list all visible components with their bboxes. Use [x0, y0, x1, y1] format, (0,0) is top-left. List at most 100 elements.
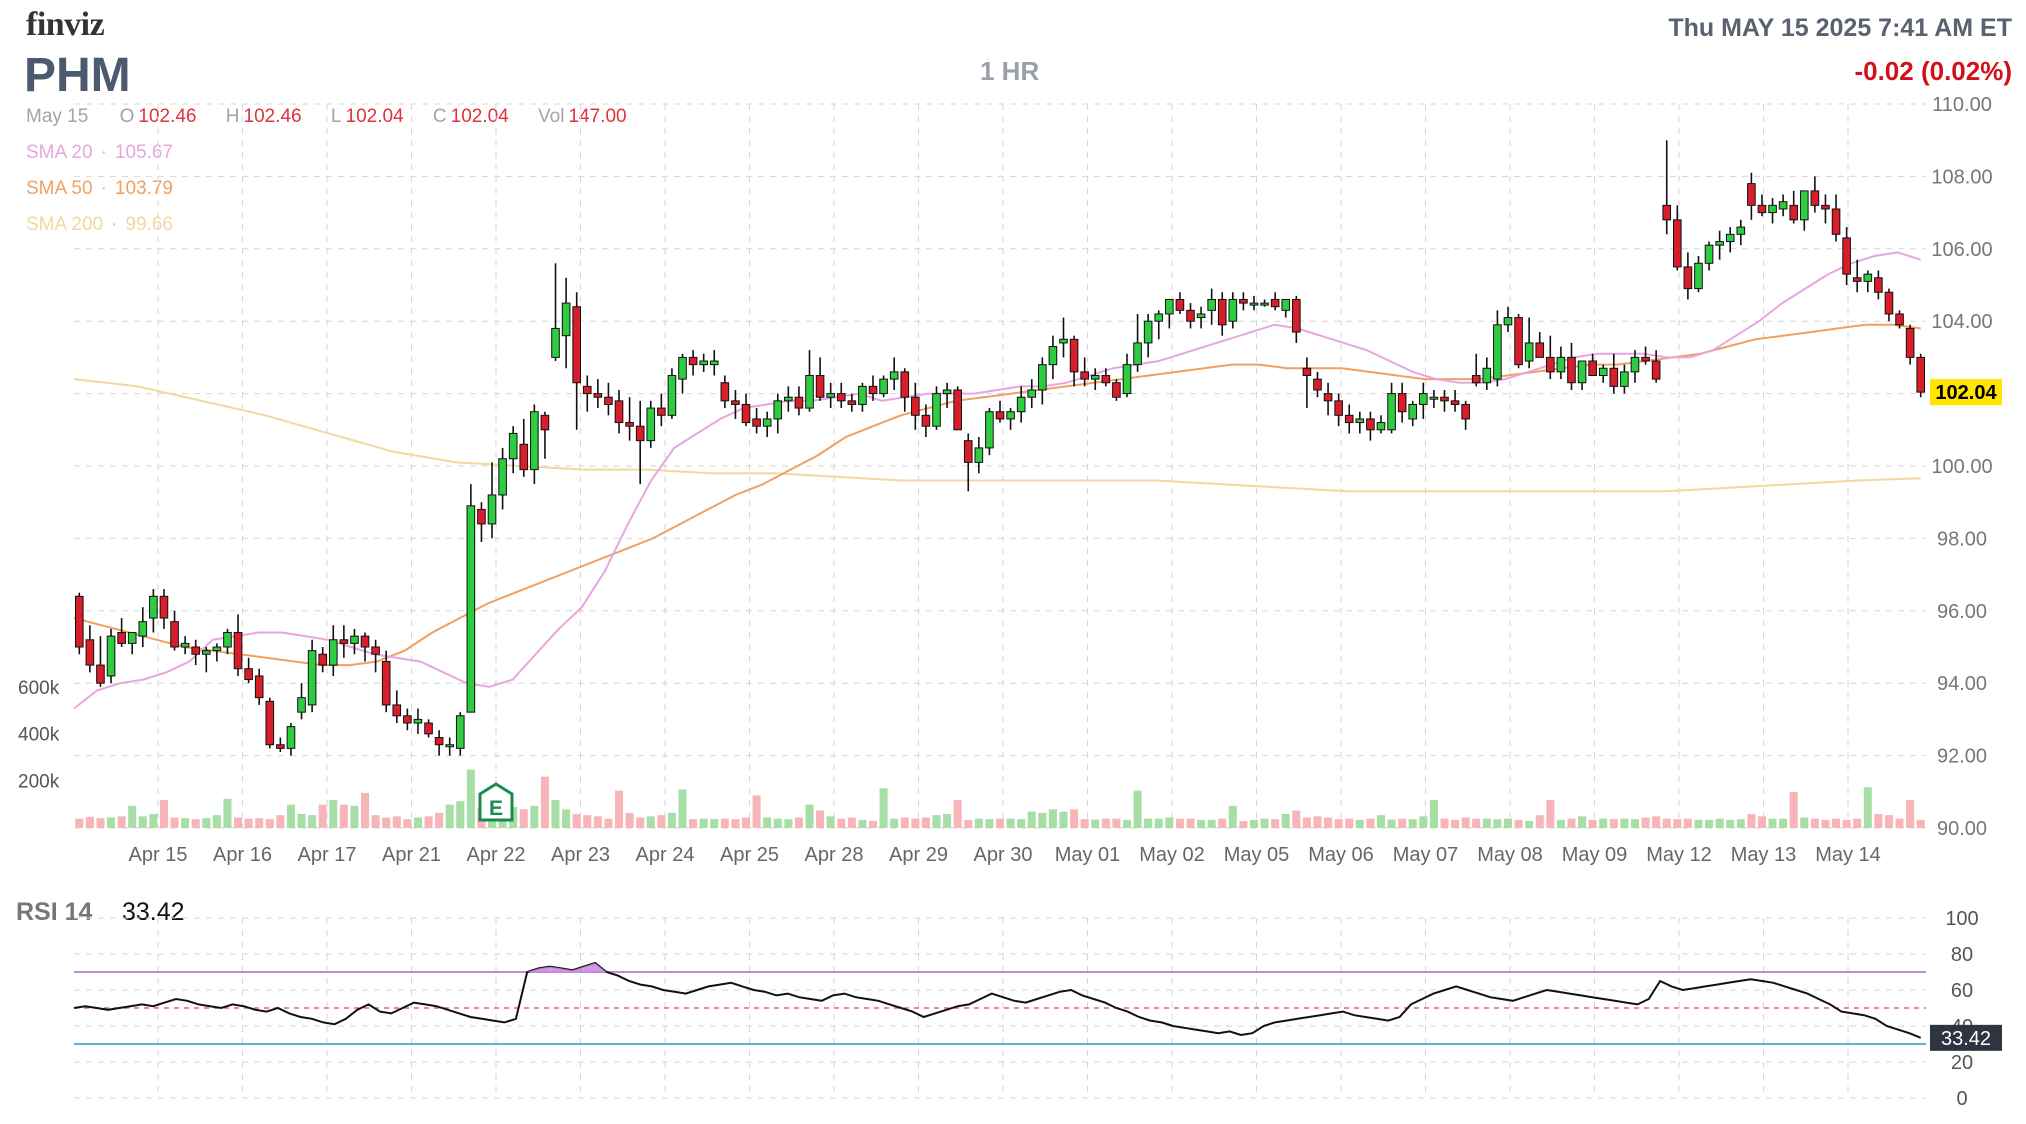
volume-bar — [1779, 818, 1788, 828]
rsi-overbought-fill — [561, 968, 573, 972]
date-tick-label: Apr 23 — [551, 844, 610, 866]
volume-bar — [1567, 818, 1576, 828]
volume-bar — [625, 812, 634, 828]
earnings-marker-label: E — [489, 797, 503, 820]
candle-down — [1916, 356, 1926, 393]
candle-up — [1503, 317, 1513, 326]
volume-bar — [731, 819, 740, 828]
candle-down — [868, 385, 878, 395]
volume-bar — [678, 789, 687, 828]
volume-bar — [1324, 817, 1333, 828]
candle-down — [1239, 298, 1248, 304]
volume-bar — [1440, 818, 1449, 828]
volume-bar — [276, 815, 285, 828]
close-label: C — [432, 106, 447, 127]
volume-bar — [1260, 818, 1269, 828]
volume-bar — [1154, 818, 1163, 828]
candle-down — [1217, 298, 1227, 326]
price-tick-label: 106.00 — [1931, 239, 1992, 261]
candle-up — [455, 715, 465, 749]
volume-bar — [85, 816, 94, 828]
volume-bar — [1884, 815, 1893, 828]
candle-down — [1852, 277, 1862, 282]
volume-bar — [1302, 817, 1311, 828]
candle-up — [180, 642, 190, 648]
rsi-overbought-fill — [595, 963, 607, 972]
price-tick-label: 104.00 — [1931, 311, 1992, 333]
volume-bar — [1482, 818, 1491, 828]
candle-down — [96, 664, 105, 684]
candle-down — [276, 744, 285, 749]
candle-down — [731, 400, 740, 405]
volume-bar — [562, 809, 571, 828]
candle-down — [657, 407, 666, 416]
finviz-logo[interactable]: finviz — [26, 6, 105, 43]
volume-bar — [265, 819, 274, 828]
volume-bar — [657, 815, 666, 828]
rsi-line — [73, 961, 1922, 1039]
candle-down — [1397, 393, 1407, 413]
rsi-value-tag — [1930, 1024, 2002, 1051]
volume-bar — [191, 819, 200, 828]
volume-bar — [1048, 809, 1057, 828]
price-tick-label: 108.00 — [1931, 166, 1992, 188]
candle-up — [784, 396, 793, 402]
volume-bar — [1144, 818, 1153, 828]
rsi-tick-label: 100 — [1945, 908, 1978, 930]
candle-down — [265, 700, 275, 746]
candle-up — [1122, 364, 1132, 395]
candle-down — [1545, 356, 1555, 373]
volume-bar — [1641, 817, 1650, 828]
candle-up — [297, 697, 306, 713]
candle-up — [212, 646, 222, 652]
volume-bar — [1408, 819, 1417, 828]
high-value: 102.46 — [243, 106, 302, 127]
candle-down — [403, 715, 412, 724]
volume-bar — [1292, 810, 1301, 828]
candle-up — [286, 726, 296, 749]
volume-bar — [540, 776, 549, 828]
candle-up — [1048, 346, 1058, 366]
volume-bar — [1419, 816, 1428, 828]
volume-bar — [371, 815, 380, 828]
candle-down — [1069, 338, 1079, 373]
volume-bar — [741, 817, 751, 828]
volume-bar — [583, 815, 592, 828]
date-tick-label: Apr 16 — [213, 844, 272, 866]
rsi-tick-label: 60 — [1951, 980, 1973, 1002]
candle-up — [1281, 298, 1291, 311]
date-tick-label: Apr 29 — [889, 844, 948, 866]
candle-down — [1080, 371, 1089, 380]
candle-down — [1334, 400, 1343, 416]
candle-down — [593, 393, 603, 398]
volume-bar — [1789, 791, 1798, 828]
date-tick-label: May 07 — [1393, 844, 1459, 866]
candle-up — [1196, 313, 1206, 319]
volume-bar — [466, 769, 475, 828]
volume-bar — [1398, 818, 1407, 828]
volume-bar — [403, 819, 412, 828]
volume-bar — [1122, 819, 1132, 828]
candle-up — [1778, 201, 1788, 210]
volume-bar — [710, 819, 719, 828]
volume-bar — [1133, 790, 1142, 828]
candle-up — [1016, 396, 1026, 413]
date-tick-label: Apr 21 — [382, 844, 441, 866]
volume-bar — [1832, 818, 1841, 828]
candle-up — [826, 393, 835, 398]
volume-bar — [911, 818, 920, 828]
candle-down — [1831, 208, 1841, 235]
candle-down — [424, 722, 433, 735]
rsi-tick-label: 80 — [1951, 944, 1973, 966]
price-tick-label: 98.00 — [1937, 528, 1987, 550]
candle-down — [339, 639, 349, 644]
volume-bar — [1514, 819, 1523, 828]
candle-down — [74, 595, 84, 648]
candle-down — [1313, 378, 1322, 391]
volume-bar — [392, 816, 401, 828]
volume-bar — [117, 816, 126, 828]
candle-up — [1207, 298, 1216, 311]
volume-bar — [202, 818, 211, 828]
ticker-symbol: PHM — [24, 49, 131, 102]
